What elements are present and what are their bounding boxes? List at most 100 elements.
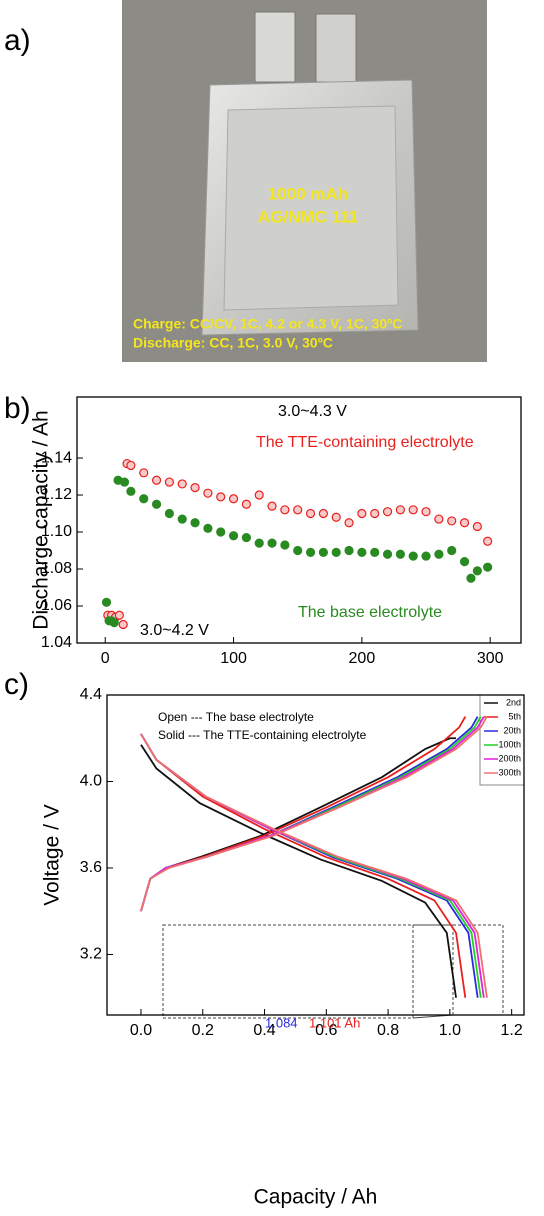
curve (140, 733, 479, 998)
point (447, 516, 457, 526)
point (280, 505, 290, 515)
point (109, 618, 119, 628)
y-axis-label: Voltage / V (41, 804, 64, 906)
x-tick-label: 1.0 (439, 1022, 461, 1039)
point (305, 547, 316, 557)
point (370, 547, 380, 557)
panel-label: c) (4, 668, 29, 701)
panel-label: a) (4, 24, 31, 57)
point (139, 468, 149, 478)
point (190, 518, 200, 528)
y-tick-label: 1.14 (41, 449, 72, 466)
legend-label: 20th (503, 725, 521, 735)
x-tick-label: 0.2 (192, 1022, 214, 1039)
y-tick-label: 1.04 (41, 634, 72, 651)
point (357, 508, 367, 519)
point (126, 486, 136, 496)
annotation: The base electrolyte (298, 604, 442, 621)
point (472, 566, 482, 576)
point (305, 508, 316, 519)
point (331, 547, 341, 557)
point (164, 477, 174, 487)
point (203, 488, 213, 498)
annotation: Open --- The base electrolyte (158, 710, 314, 724)
point (164, 508, 174, 519)
point (434, 549, 444, 559)
legend-label: 200th (498, 753, 521, 763)
point (472, 521, 482, 532)
y-tick-label: 1.08 (41, 560, 72, 577)
point (293, 505, 303, 515)
curve (140, 733, 467, 998)
curve (140, 716, 479, 912)
photo-text: Discharge: CC, 1C, 3.0 V, 30ºC (133, 335, 333, 351)
point (190, 483, 200, 493)
curve (140, 716, 488, 912)
panel-label: b) (4, 392, 31, 425)
point (293, 545, 303, 556)
point (382, 507, 393, 517)
y-tick-label: 3.6 (80, 859, 102, 876)
curve (140, 733, 488, 998)
plot-frame (76, 396, 522, 644)
point (254, 490, 264, 500)
point (241, 499, 251, 509)
point (370, 508, 380, 519)
point (395, 549, 405, 559)
x-tick-label: 300 (477, 650, 504, 667)
point (331, 512, 341, 522)
point (280, 540, 290, 550)
point (177, 479, 187, 489)
point (483, 562, 493, 572)
annotation: Solid --- The TTE-containing electrolyte (158, 728, 367, 742)
annotation: 1.084 (265, 1015, 298, 1030)
y-tick-label: 4.4 (80, 686, 102, 703)
legend-label: 300th (498, 767, 521, 777)
legend-label: 5th (508, 711, 521, 721)
point (267, 538, 277, 548)
tab (315, 13, 357, 83)
x-tick-label: 1.2 (501, 1022, 523, 1039)
annotation: 1.101 Ah (309, 1015, 360, 1030)
point (344, 518, 354, 528)
point (357, 547, 367, 557)
point (483, 536, 493, 546)
point (139, 494, 149, 504)
point (118, 619, 128, 630)
point (318, 547, 328, 557)
photo-text: 1000 mAh (268, 184, 348, 203)
annotation: 3.0~4.3 V (278, 403, 347, 420)
y-tick-label: 3.2 (80, 946, 102, 963)
point (447, 545, 457, 556)
point (344, 545, 354, 556)
curve (140, 733, 482, 998)
photo-text: AG/NMC 111 (258, 207, 358, 226)
x-tick-label: 0.8 (377, 1022, 399, 1039)
annotation: 3.0~4.2 V (140, 622, 209, 639)
photo-text: Charge: CC/CV, 1C, 4.2 or 4.3 V, 1C, 30º… (133, 316, 402, 332)
point (216, 492, 226, 502)
point (466, 573, 476, 583)
point (119, 477, 130, 487)
point (114, 610, 124, 620)
point (241, 532, 251, 543)
y-tick-label: 1.12 (41, 486, 72, 503)
tab (254, 11, 296, 83)
legend-label: 100th (498, 739, 521, 749)
point (408, 505, 418, 515)
legend-label: 2nd (506, 697, 521, 707)
point (216, 527, 226, 537)
pouch-inner (223, 105, 399, 311)
point (228, 531, 239, 541)
point (395, 505, 405, 515)
x-tick-label: 0.6 (315, 1022, 337, 1039)
x-axis-label: Capacity / Ah (254, 1186, 378, 1209)
plot-frame (106, 694, 525, 1016)
point (408, 551, 418, 561)
x-tick-label: 0.0 (130, 1022, 152, 1039)
point (421, 551, 431, 561)
y-axis-label: Discharge capacity / Ah (30, 410, 53, 629)
point (151, 475, 162, 485)
point (267, 501, 277, 511)
point (434, 514, 444, 524)
